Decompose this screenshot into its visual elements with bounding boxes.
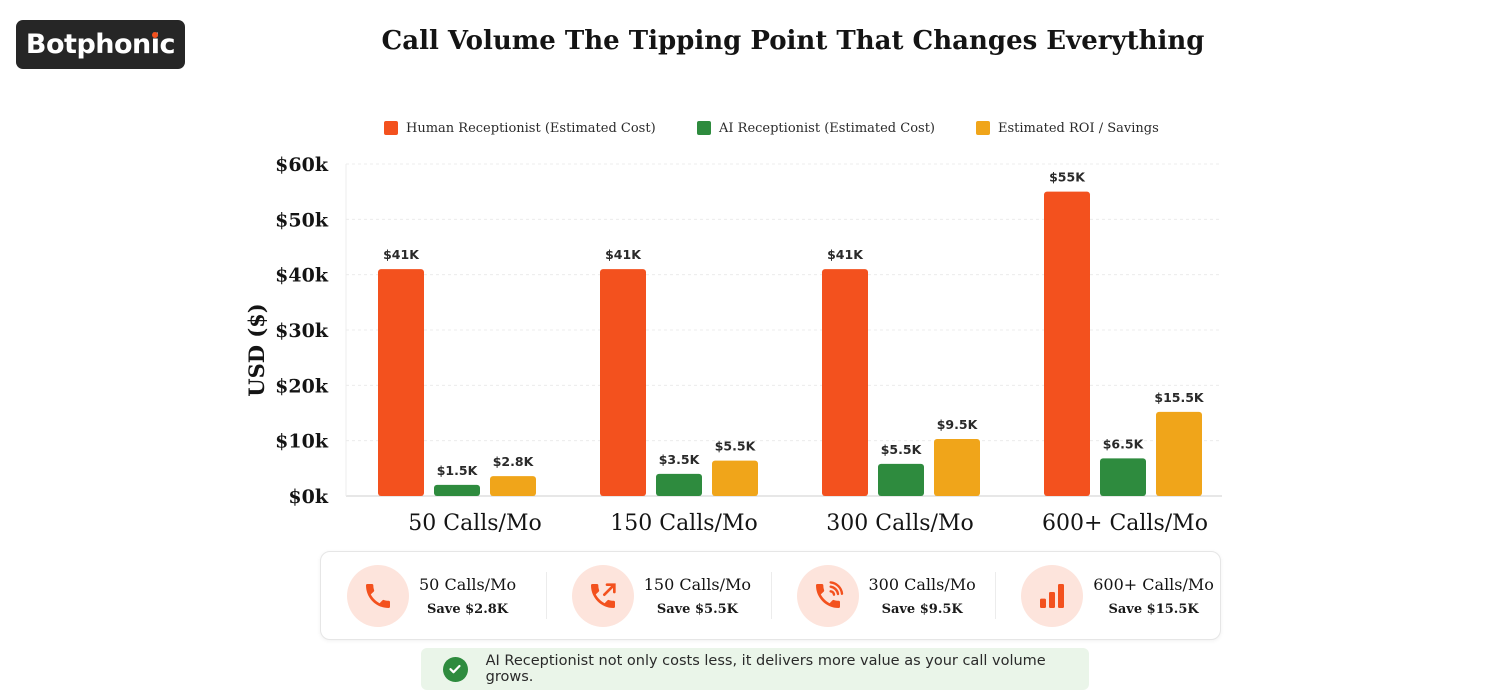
bar: [712, 460, 758, 496]
x-category-label: 600+ Calls/Mo: [1042, 511, 1208, 536]
chart-bars: $41K $1.5K $2.8K $41K $3.5K $5.5K $41K $5.5K $9.…: [378, 170, 1205, 496]
bar-data-label: $5.5K: [881, 442, 923, 457]
check-circle-icon: [443, 656, 468, 682]
y-axis-ticks: $0k $10k $20k $30k $40k $50k $60k: [275, 154, 329, 508]
bar: [600, 269, 646, 496]
phone-icon: [347, 564, 409, 627]
summary-label: 600+ Calls/Mo: [1093, 574, 1214, 594]
legend-swatch: [976, 121, 990, 135]
insight-note-text: AI Receptionist not only costs less, it …: [485, 653, 1046, 685]
bar: [1044, 191, 1090, 496]
bar-chart: Human Receptionist (Estimated Cost) AI Re…: [244, 121, 1222, 536]
bar: [822, 269, 868, 496]
bar-data-label: $41K: [383, 247, 420, 262]
y-axis-label: USD ($): [244, 303, 269, 397]
summary-label: 50 Calls/Mo: [419, 574, 517, 594]
savings-summary-panel: 50 Calls/Mo Save $2.8K 150 Calls/Mo Save…: [320, 551, 1221, 640]
summary-item-150: 150 Calls/Mo Save $5.5K: [545, 552, 771, 639]
bar: [1156, 411, 1202, 496]
chart-legend: Human Receptionist (Estimated Cost) AI Re…: [384, 121, 1159, 136]
bar-data-label: $1.5K: [437, 463, 479, 478]
bar-data-label: $9.5K: [937, 417, 979, 432]
chart-grid: [345, 163, 1222, 497]
summary-label: 150 Calls/Mo: [643, 574, 752, 594]
y-tick-label: $50k: [275, 209, 329, 231]
phone-ringing-icon: [796, 564, 859, 627]
y-tick-label: $10k: [275, 431, 329, 453]
brand-logo: Botphon i c: [16, 20, 185, 69]
bar-data-label: $2.8K: [493, 454, 535, 469]
brand-name-i-letter: i: [150, 29, 160, 60]
bar: [656, 473, 702, 496]
y-tick-label: $20k: [275, 375, 329, 397]
summary-save: Save $15.5K: [1108, 601, 1199, 617]
y-tick-label: $60k: [275, 154, 329, 176]
phone-outgoing-icon: [571, 564, 634, 627]
summary-save: Save $9.5K: [881, 601, 963, 617]
y-tick-label: $0k: [288, 486, 328, 508]
legend-label: AI Receptionist (Estimated Cost): [718, 121, 935, 136]
bar-data-label: $41K: [605, 247, 642, 262]
legend-label: Human Receptionist (Estimated Cost): [406, 121, 656, 136]
bar: [490, 476, 536, 496]
chart-title: Call Volume The Tipping Point That Chang…: [381, 26, 1205, 56]
summary-item-600: 600+ Calls/Mo Save $15.5K: [995, 552, 1220, 639]
bar-data-label: $3.5K: [659, 452, 701, 467]
summary-label: 300 Calls/Mo: [868, 574, 976, 594]
summary-item-300: 300 Calls/Mo Save $9.5K: [770, 552, 996, 639]
summary-item-50: 50 Calls/Mo Save $2.8K: [321, 552, 546, 639]
summary-save: Save $2.8K: [426, 601, 509, 617]
brand-name-part: Botphon: [25, 29, 151, 60]
legend-label: Estimated ROI / Savings: [998, 121, 1159, 136]
bar-data-label: $41K: [827, 247, 864, 262]
bar: [1100, 458, 1146, 496]
legend-swatch: [697, 121, 711, 135]
legend-swatch: [384, 121, 398, 135]
bar-data-label: $6.5K: [1103, 436, 1145, 451]
bar-data-label: $5.5K: [715, 439, 757, 454]
brand-name-end: c: [159, 29, 176, 60]
insight-note: AI Receptionist not only costs less, it …: [421, 648, 1089, 690]
brand-dot: [152, 32, 159, 38]
brand-name-i: i: [151, 29, 160, 60]
bar: [878, 463, 924, 496]
bar: [934, 439, 980, 496]
summary-save: Save $5.5K: [656, 601, 738, 617]
bar: [434, 484, 480, 496]
y-tick-label: $30k: [275, 320, 329, 342]
bar-chart-icon: [1021, 564, 1084, 627]
x-category-label: 50 Calls/Mo: [408, 511, 541, 536]
x-category-label: 150 Calls/Mo: [610, 511, 757, 536]
bar: [378, 269, 424, 496]
bar-data-label: $15.5K: [1154, 390, 1205, 405]
x-category-label: 300 Calls/Mo: [826, 511, 973, 536]
y-tick-label: $40k: [275, 265, 329, 287]
x-axis-categories: 50 Calls/Mo 150 Calls/Mo 300 Calls/Mo 600+ …: [408, 511, 1208, 536]
bar-data-label: $55K: [1049, 170, 1086, 185]
